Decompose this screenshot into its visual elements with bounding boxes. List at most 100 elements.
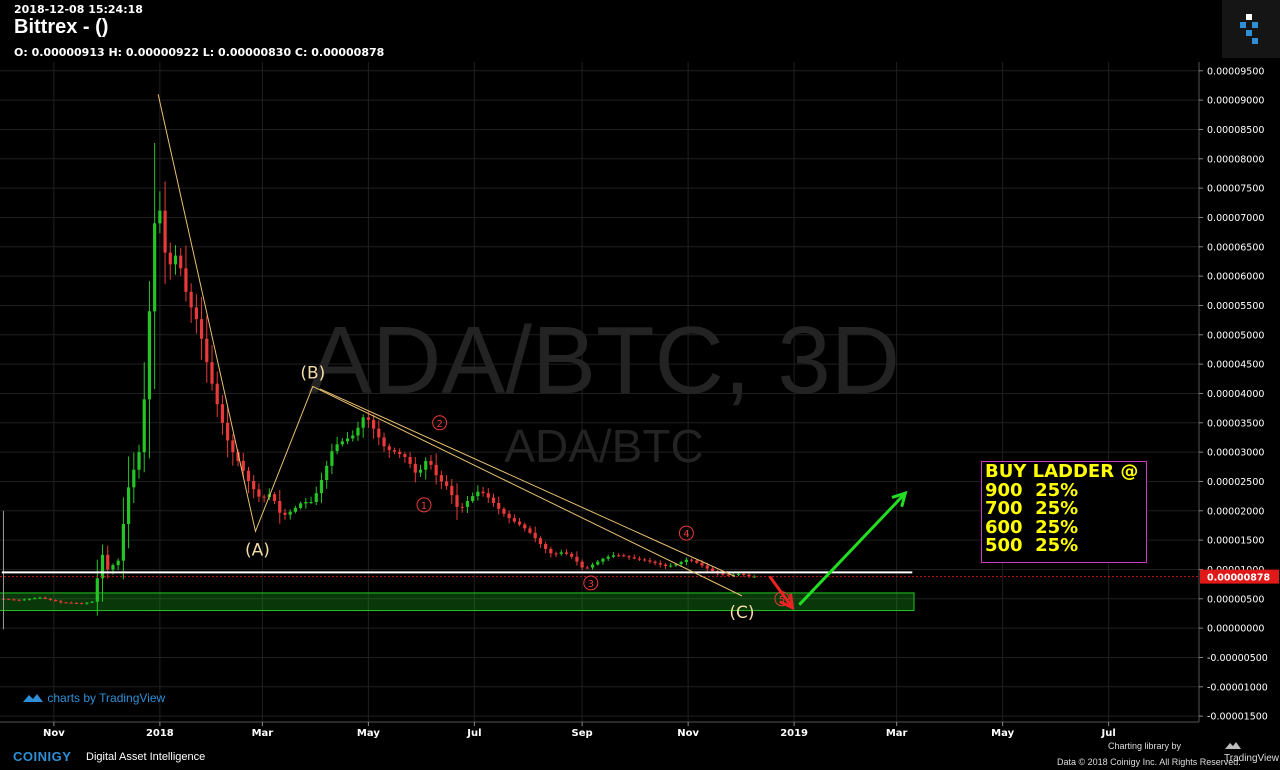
price-tick-label: 0.00006500 <box>1207 242 1264 253</box>
candle-body <box>663 564 668 567</box>
price-tick-label: -0.00001500 <box>1207 712 1268 723</box>
candle-body <box>69 602 73 604</box>
candle-body <box>38 597 42 599</box>
data-footer: Data © 2018 Coinigy Inc. All Rights Rese… <box>1057 757 1241 767</box>
candle-body <box>330 451 334 466</box>
candle-body <box>611 555 616 557</box>
time-tick-label: Jul <box>466 728 481 739</box>
candle-body <box>205 338 209 363</box>
time-tick-label: Nov <box>677 728 699 739</box>
candle-body <box>403 454 407 458</box>
candle-body <box>241 460 245 471</box>
tradingview-footer[interactable]: TradingView <box>1224 740 1280 764</box>
candle-body <box>658 563 662 565</box>
price-axis[interactable]: 0.00009500 0.00009000 0.00008500 0.00008000… <box>1199 66 1268 723</box>
candle-body <box>669 565 673 567</box>
candle-body <box>272 494 277 502</box>
buy-ladder-row: 600 25% <box>985 516 1079 538</box>
candle-body <box>648 560 652 562</box>
wave-label: (B) <box>300 363 325 383</box>
price-tick-label: 0.00002500 <box>1207 477 1264 488</box>
time-tick-label: Jul <box>1101 728 1116 739</box>
candle-body <box>502 508 506 514</box>
coinigy-tagline: Digital Asset Intelligence <box>86 751 206 763</box>
candle-body <box>252 480 256 490</box>
candle-body <box>184 268 188 292</box>
candle-body <box>137 452 141 470</box>
candle-body <box>544 544 548 549</box>
candle-body <box>533 532 537 539</box>
candle-body <box>74 602 79 604</box>
candle-body <box>679 562 683 565</box>
candle-body <box>585 567 589 569</box>
candle-body <box>476 491 480 497</box>
candle-body <box>351 435 355 439</box>
candle-body <box>361 417 365 428</box>
candle-body <box>408 457 412 464</box>
arrow-down-head <box>779 593 795 611</box>
price-tick-label: 0.00004000 <box>1207 389 1264 400</box>
arrow-down <box>768 575 794 609</box>
impulse-circle <box>432 415 448 431</box>
tradingview-cloud-icon <box>1224 740 1242 753</box>
candle-body <box>643 559 647 561</box>
candle-body <box>491 497 496 503</box>
candle-body <box>434 464 438 476</box>
candle-body <box>575 556 579 562</box>
annotations: (A) (B) (C) 1 2 3 4 5 <box>0 94 1199 623</box>
candle-body <box>22 599 26 601</box>
candle-body <box>27 598 32 600</box>
candle-body <box>142 399 146 453</box>
candle-body <box>121 524 125 561</box>
candle-body <box>512 518 516 522</box>
price-tick-label: 0.00006000 <box>1207 272 1264 283</box>
candle-body <box>231 440 235 453</box>
candle-body <box>314 493 318 502</box>
price-tick-label: 0.00002000 <box>1207 506 1264 517</box>
candle-body <box>528 528 532 533</box>
tradingview-footer-label: TradingView <box>1224 753 1280 764</box>
arrow-up-head <box>891 490 908 508</box>
impulse-circle <box>678 525 694 541</box>
charting-library-label: Charting library by <box>1108 741 1182 751</box>
impulse-label: 3 <box>588 579 594 590</box>
time-axis[interactable]: Nov 2018 Mar May Jul Sep Nov 2019 Mar May Jul <box>43 722 1116 739</box>
price-tick-label: 0.00007500 <box>1207 184 1264 195</box>
candle-body <box>116 560 120 566</box>
candle-body <box>684 559 688 563</box>
price-tick-label: 0.00004500 <box>1207 360 1264 371</box>
candle-body <box>606 556 610 559</box>
candle-body <box>554 553 558 555</box>
candle-body <box>387 446 391 451</box>
price-tick-label: 0.00000000 <box>1207 624 1264 635</box>
candle-body <box>700 562 704 566</box>
time-tick-label: Mar <box>886 728 908 739</box>
chart-grid <box>0 62 1199 722</box>
impulse-circle <box>416 497 432 513</box>
candle-body <box>705 565 709 569</box>
time-tick-label: May <box>357 728 380 739</box>
candle-body <box>199 319 204 339</box>
tradingview-link[interactable]: charts by TradingView <box>22 690 165 705</box>
candle-body <box>48 598 52 600</box>
candle-body <box>356 427 360 436</box>
candle-body <box>736 573 741 575</box>
candle-body <box>674 564 678 566</box>
candle-body <box>747 574 751 577</box>
candle-body <box>429 460 433 465</box>
candle-body <box>64 602 68 604</box>
candle-body <box>377 428 381 438</box>
candle-body <box>627 556 631 558</box>
wave-label: (C) <box>729 603 754 623</box>
trend-line <box>319 388 736 577</box>
candle-body <box>54 599 58 602</box>
candle-body <box>418 469 423 473</box>
price-tick-label: 0.00008500 <box>1207 125 1264 136</box>
impulse-label: 4 <box>683 529 689 540</box>
candle-body <box>173 255 178 265</box>
time-tick-label: Nov <box>43 728 65 739</box>
candle-body <box>278 501 282 513</box>
candle-body <box>497 502 501 509</box>
candle-body <box>523 524 527 529</box>
